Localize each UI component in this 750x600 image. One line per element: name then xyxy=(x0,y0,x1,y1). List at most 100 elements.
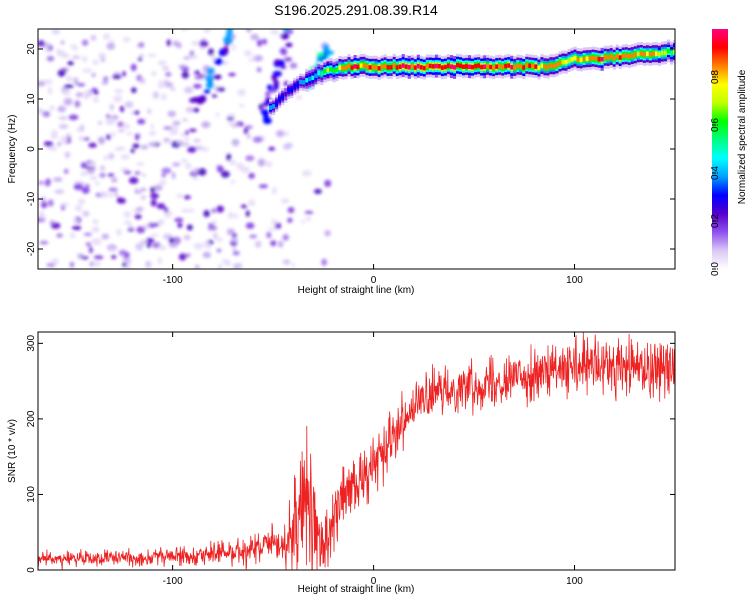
spectrogram-noise-cell xyxy=(40,196,46,202)
spectrogram-noise-cell xyxy=(321,258,328,266)
spectrogram-ridge-cell xyxy=(561,59,565,65)
spectrogram-noise-cell xyxy=(109,103,115,111)
spectrogram-noise-cell xyxy=(110,131,116,138)
spectrogram-y-tick-label: 20 xyxy=(26,43,37,55)
spectrogram-noise-cell xyxy=(140,195,147,200)
spectrogram-ridge-cell xyxy=(335,67,339,72)
spectrogram-noise-cell xyxy=(80,170,88,177)
spectrogram-noise-cell xyxy=(57,141,62,147)
spectrogram-ridge-cell xyxy=(543,64,547,70)
spectrogram-ridge-cell xyxy=(332,68,336,73)
spectrogram-noise-cell xyxy=(192,83,202,89)
spectrogram-noise-cell xyxy=(40,201,48,209)
spectrogram-noise-cell xyxy=(256,67,262,73)
spectrogram-chirp-cell xyxy=(214,58,223,65)
spectrogram-noise-cell xyxy=(246,29,252,33)
spectrogram-noise-cell xyxy=(134,171,141,175)
spectrogram-ridge-cell xyxy=(434,63,439,69)
spectrogram-ridge-cell xyxy=(308,76,312,82)
spectrogram-noise-cell xyxy=(236,162,244,170)
spectrogram-noise-cell xyxy=(92,59,99,66)
spectrogram-noise-cell xyxy=(116,196,122,204)
spectrogram-noise-cell xyxy=(183,195,191,200)
spectrogram-noise-cell xyxy=(82,68,92,73)
spectrogram-ridge-cell xyxy=(660,50,665,56)
spectrogram-noise-cell xyxy=(182,118,188,122)
spectrogram-noise-cell xyxy=(227,211,234,219)
spectrogram-noise-cell xyxy=(117,146,126,151)
spectrogram-x-tick-label: 100 xyxy=(566,275,583,286)
spectrogram-ridge-cell xyxy=(311,75,315,81)
spectrogram-noise-cell xyxy=(103,33,110,41)
spectrogram-noise-cell xyxy=(216,165,224,173)
spectrogram-noise-cell xyxy=(233,213,239,219)
spectrogram-noise-cell xyxy=(43,42,51,46)
spectrogram-noise-cell xyxy=(64,151,71,159)
spectrogram-noise-cell xyxy=(117,121,122,127)
spectrogram-noise-cell xyxy=(152,91,159,99)
spectrogram-noise-cell xyxy=(57,105,66,113)
spectrogram-noise-cell xyxy=(229,159,237,166)
spectrogram-noise-cell xyxy=(147,141,158,147)
spectrogram-noise-cell xyxy=(193,242,204,250)
spectrogram-noise-cell xyxy=(168,242,179,248)
spectrogram-chirp-cell xyxy=(204,75,214,82)
spectrogram-ridge-cell xyxy=(504,63,508,69)
spectrogram-noise-cell xyxy=(114,192,119,197)
spectrogram-y-tick-label: 0 xyxy=(26,146,37,152)
spectrogram-noise-cell xyxy=(256,39,263,47)
spectrogram-ridge-cell xyxy=(468,64,472,69)
spectrogram-ridge-cell xyxy=(540,63,544,68)
spectrogram-noise-cell xyxy=(75,92,84,98)
colorbar-tick-label: 0.8 xyxy=(710,70,721,84)
spectrogram-noise-cell xyxy=(184,130,189,136)
spectrogram-noise-cell xyxy=(130,63,137,71)
spectrogram-noise-cell xyxy=(245,155,255,162)
spectrogram-ridge-cell xyxy=(483,64,487,69)
spectrogram-chirp-cell xyxy=(223,36,232,44)
spectrogram-noise-cell xyxy=(70,77,78,83)
spectrogram-noise-cell xyxy=(280,198,290,204)
spectrogram-noise-cell xyxy=(97,136,106,144)
spectrogram-ridge-cell xyxy=(344,65,348,70)
spectrogram-noise-cell xyxy=(136,162,145,166)
spectrogram-ridge-cell xyxy=(443,64,448,70)
spectrogram-chirp-cell xyxy=(265,91,271,97)
spectrogram-noise-cell xyxy=(183,234,191,241)
spectrogram-noise-cell xyxy=(206,243,212,249)
spectrogram-ridge-cell xyxy=(618,55,622,60)
spectrogram-noise-cell xyxy=(216,205,225,213)
spectrogram-chirp-cell xyxy=(223,46,229,54)
spectrogram-noise-cell xyxy=(283,131,290,136)
spectrogram-noise-cell xyxy=(99,165,106,172)
spectrogram-noise-cell xyxy=(43,79,53,85)
spectrogram-noise-cell xyxy=(63,97,73,106)
spectrogram-noise-cell xyxy=(105,120,112,125)
spectrogram-noise-cell xyxy=(231,141,240,146)
spectrogram-ridge-cell xyxy=(615,53,619,59)
spectrogram-noise-cell xyxy=(270,29,279,35)
spectrogram-ridge-cell xyxy=(654,51,659,56)
spectrogram-noise-cell xyxy=(222,60,229,66)
spectrogram-noise-cell xyxy=(208,48,214,56)
spectrogram-noise-cell xyxy=(128,177,139,184)
spectrogram-y-tick-label: -10 xyxy=(26,191,37,206)
spectrogram-ridge-cell xyxy=(425,63,429,69)
spectrogram-noise-cell xyxy=(150,186,156,193)
spectrogram-noise-cell xyxy=(77,83,86,87)
spectrogram-ridge-cell xyxy=(648,52,653,57)
spectrogram-ridge-cell xyxy=(459,63,463,68)
spectrogram-noise-cell xyxy=(89,160,97,168)
spectrogram-noise-cell xyxy=(313,188,322,194)
spectrogram-ridge-cell xyxy=(465,64,469,69)
spectrogram-noise-cell xyxy=(199,40,209,48)
spectrogram-noise-cell xyxy=(207,226,218,231)
spectrogram-ridge-cell xyxy=(353,64,357,69)
spectrogram-noise-cell xyxy=(131,87,137,94)
spectrogram-noise-cell xyxy=(122,123,131,129)
spectrogram-ridge-cell xyxy=(287,88,291,93)
spectrogram-chirp-cell xyxy=(282,29,291,32)
spectrogram-noise-cell xyxy=(164,79,169,87)
spectrogram-noise-cell xyxy=(53,177,63,182)
spectrogram-ridge-cell xyxy=(549,63,553,68)
